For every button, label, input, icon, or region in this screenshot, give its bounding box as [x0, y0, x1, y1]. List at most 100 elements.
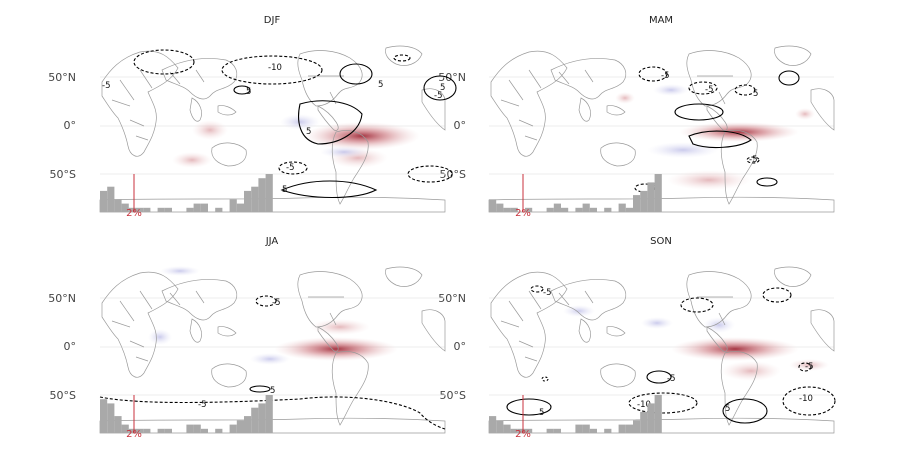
histogram-bar: [251, 407, 259, 433]
histogram-bar: [157, 428, 165, 433]
histogram-bar: [575, 424, 583, 433]
lat-tick-0: 0°: [64, 340, 77, 353]
contour-label: -5: [661, 71, 669, 81]
panel-title-djf: DJF: [264, 15, 281, 26]
histogram-bar: [258, 178, 266, 212]
contour-labels: -10 5 -5 5 5 -5 5 5 -5: [102, 63, 445, 195]
histogram-bar: [251, 186, 259, 212]
histogram-bar: [633, 420, 641, 433]
contour-label: -5: [749, 155, 757, 165]
lat-tick-50s: 50°S: [50, 168, 76, 181]
histogram-bar: [244, 416, 252, 433]
panel-title-son: SON: [650, 236, 672, 247]
contour-label: -5: [272, 298, 280, 308]
contour-label: -5: [286, 163, 294, 173]
histogram-bar: [496, 420, 504, 433]
map-panel-jja: -5 5 -5 2%: [99, 266, 446, 440]
histogram-bar: [647, 403, 655, 433]
histogram-bar: [546, 207, 554, 212]
contour-labels: -5 5 -5: [198, 298, 280, 410]
lat-tick-50n: 50°N: [438, 71, 466, 84]
histogram-bar: [553, 428, 561, 433]
contour-label: -10: [637, 400, 651, 410]
contour-label: -5: [102, 81, 110, 91]
contour-label: -5: [434, 91, 442, 101]
histogram-bar: [625, 207, 633, 212]
lat-tick-50s: 50°S: [440, 168, 466, 181]
contour-label: -10: [799, 394, 813, 404]
lat-tick-0: 0°: [64, 119, 77, 132]
contour-label: -5: [198, 400, 206, 410]
histogram-bar: [121, 203, 129, 212]
histogram-bar: [258, 403, 266, 433]
histogram-bar: [561, 207, 569, 212]
histogram-bar: [654, 174, 662, 212]
histogram-bar: [215, 207, 223, 212]
frequency-histogram: [489, 395, 662, 433]
histogram-bar: [510, 428, 518, 433]
histogram-bar: [604, 207, 612, 212]
histogram-bar: [618, 424, 626, 433]
panel-titles: DJF MAM JJA SON: [264, 15, 673, 247]
panel-title-jja: JJA: [265, 236, 279, 247]
contour-label: 5: [282, 185, 287, 195]
histogram-bar: [114, 199, 122, 212]
contour-label: 5: [440, 83, 445, 93]
lat-tick-50n: 50°N: [48, 292, 76, 305]
histogram-bar: [143, 428, 151, 433]
histogram-bar: [186, 207, 194, 212]
contour-label: -5: [705, 85, 713, 95]
histogram-bar: [503, 424, 511, 433]
histogram-bar: [236, 420, 244, 433]
histogram-bar: [496, 203, 504, 212]
histogram-bar: [114, 416, 122, 433]
histogram-bar: [164, 207, 172, 212]
histogram-bar: [193, 424, 201, 433]
contours: [506, 285, 836, 424]
percent-marker-label: 2%: [126, 429, 142, 440]
histogram-bar: [510, 207, 518, 212]
histogram-bar: [157, 207, 165, 212]
histogram-bar: [193, 203, 201, 212]
contour-label: 5: [246, 87, 251, 97]
histogram-bar: [136, 428, 144, 433]
histogram-bar: [200, 428, 208, 433]
map-panel-djf: -10 5 -5 5 5 -5 5 5 -5 2%: [99, 45, 457, 219]
latitude-axis-top: 50°N 0° 50°S: [48, 71, 76, 181]
contour-label: 5: [270, 386, 275, 396]
histogram-bar: [128, 428, 136, 433]
latitude-axis-bottom-right: 50°N 0° 50°S: [438, 292, 466, 402]
histogram-bar: [489, 416, 497, 433]
histogram-bar: [618, 203, 626, 212]
contour-label: 5: [378, 80, 383, 90]
latitude-axis-bottom: 50°N 0° 50°S: [48, 292, 76, 402]
anomaly-shading: [172, 114, 420, 168]
lat-tick-50n: 50°N: [48, 71, 76, 84]
contour-label: -5: [805, 362, 813, 372]
histogram-bar: [503, 207, 511, 212]
histogram-bar: [136, 207, 144, 212]
histogram-bar: [215, 428, 223, 433]
histogram-bar: [625, 424, 633, 433]
anomaly-shading: [148, 266, 398, 365]
histogram-bar: [489, 199, 497, 212]
histogram-bar: [589, 207, 597, 212]
histogram-bar: [244, 190, 252, 212]
lat-tick-50n: 50°N: [438, 292, 466, 305]
lat-tick-50s: 50°S: [50, 389, 76, 402]
histogram-bar: [640, 411, 648, 433]
histogram-bar: [604, 428, 612, 433]
percent-marker-label: 2%: [515, 429, 531, 440]
frequency-histogram: [100, 395, 273, 433]
histogram-bar: [553, 203, 561, 212]
histogram-bar: [229, 199, 237, 212]
histogram-bar: [100, 190, 108, 212]
lat-tick-50s: 50°S: [440, 389, 466, 402]
histogram-bar: [582, 203, 590, 212]
histogram-bar: [107, 403, 115, 433]
histogram-bar: [186, 424, 194, 433]
histogram-bar: [525, 428, 533, 433]
contours: [99, 295, 446, 430]
histogram-bar: [164, 428, 172, 433]
